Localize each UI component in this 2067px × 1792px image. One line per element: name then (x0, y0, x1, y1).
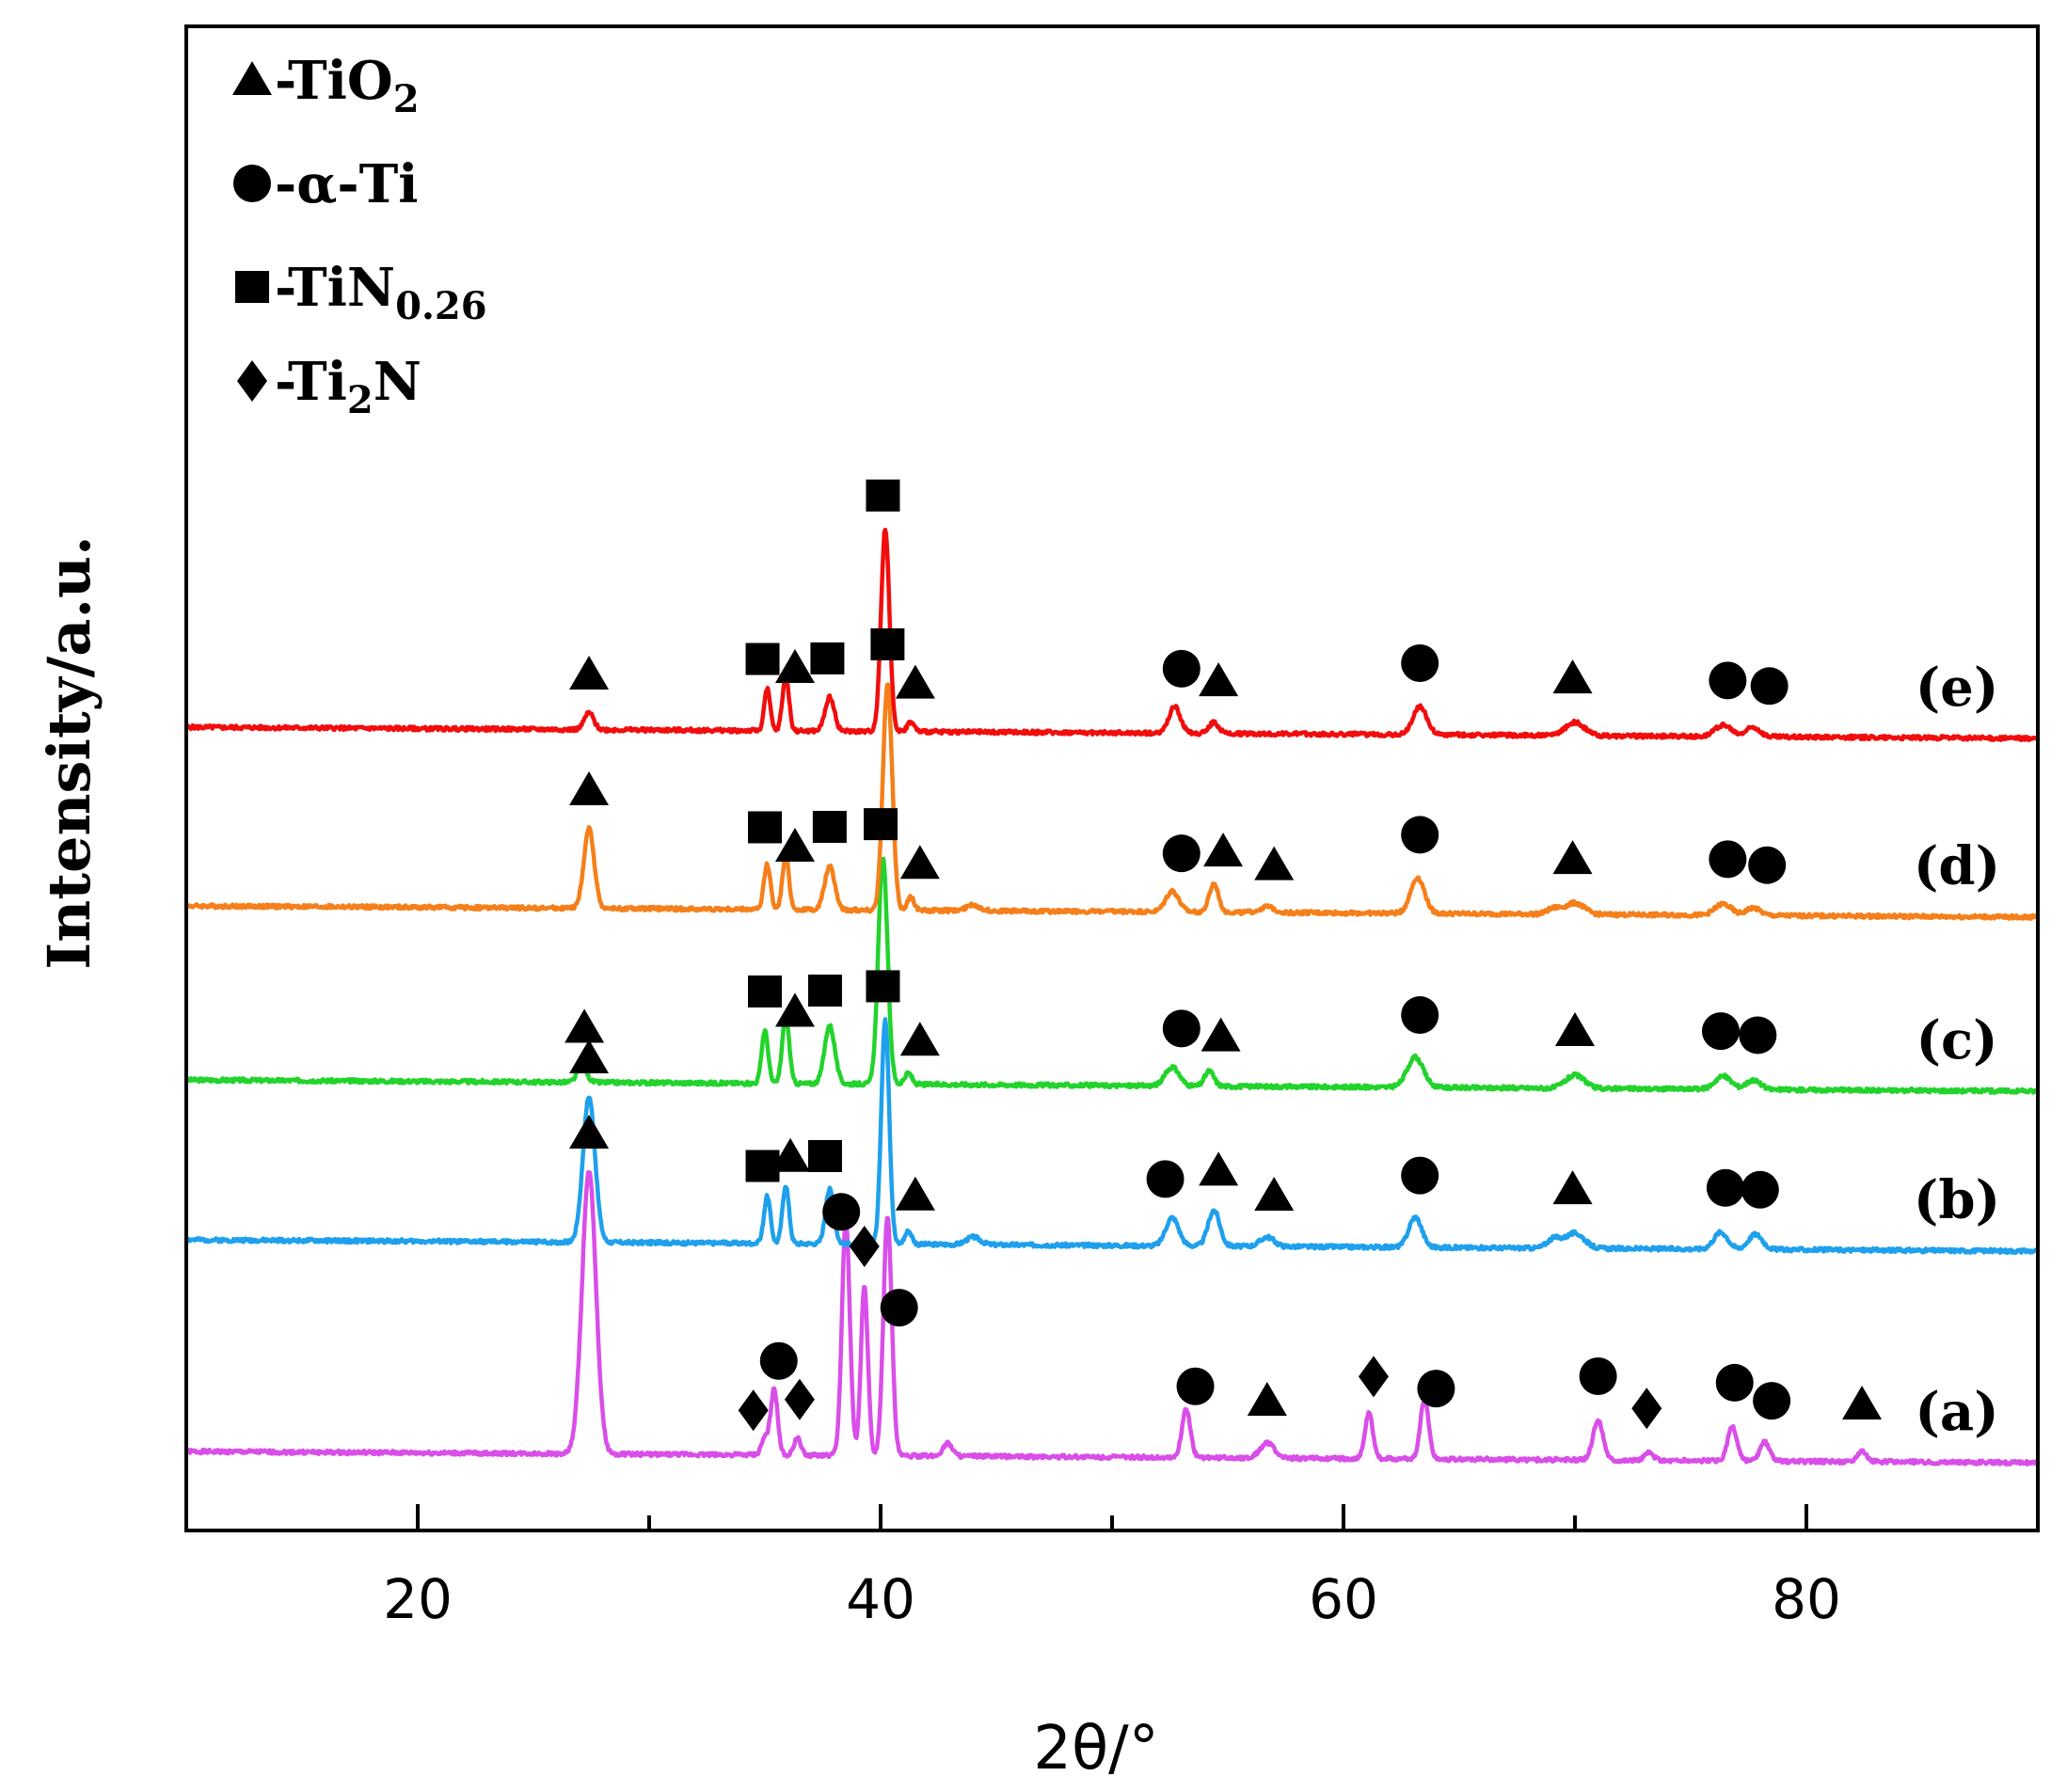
circle-peak-marker (1753, 1382, 1791, 1420)
square-peak-marker (807, 1139, 842, 1172)
triangle-peak-marker (895, 1176, 935, 1211)
circle-peak-marker (1162, 1009, 1200, 1048)
legend-entry: -TiO2 (275, 50, 420, 121)
circle-peak-marker (822, 1193, 861, 1231)
triangle-peak-marker (895, 664, 935, 699)
circle-peak-marker (1146, 1160, 1185, 1198)
square-peak-marker (745, 642, 780, 675)
triangle-peak-marker (1203, 833, 1244, 867)
triangle-peak-marker (1552, 1170, 1593, 1205)
triangle-peak-marker (569, 1039, 610, 1073)
series-layer (183, 527, 2040, 1467)
triangle-peak-marker (774, 649, 815, 684)
x-tick-label: 80 (1772, 1567, 1841, 1631)
square-peak-marker (812, 811, 847, 843)
circle-peak-marker (1709, 661, 1747, 700)
circle-peak-marker (1401, 644, 1439, 682)
series-line (184, 1017, 2040, 1256)
series-label: (e) (1916, 657, 1999, 719)
series-label: (a) (1915, 1381, 1998, 1443)
x-tick-label: 20 (383, 1567, 453, 1631)
circle-peak-marker (1401, 996, 1439, 1035)
diamond-peak-marker (1358, 1356, 1389, 1398)
series-labels: (a) (b) (c) (d) (e) (1914, 657, 2000, 1443)
circle-peak-marker (1701, 1012, 1740, 1051)
triangle-peak-marker (1199, 1151, 1239, 1186)
series-label: (c) (1916, 1009, 1997, 1071)
diamond-peak-marker (1631, 1388, 1662, 1430)
legend-entry: -Ti2N (275, 351, 421, 422)
square-peak-marker (807, 975, 842, 1007)
diamond-peak-marker (784, 1378, 815, 1420)
x-tick-label: 40 (846, 1567, 915, 1631)
legend-entry: -α-Ti (275, 153, 419, 215)
legend-entry: -TiN0.26 (275, 257, 487, 328)
triangle-peak-marker (771, 1137, 811, 1172)
triangle-peak-marker (1199, 662, 1239, 697)
series-line (184, 527, 2039, 743)
series-line (183, 682, 2040, 921)
circle-peak-marker (1748, 846, 1787, 884)
circle-peak-marker (759, 1341, 798, 1380)
square-peak-marker (748, 811, 782, 844)
triangle-peak-marker (1254, 1176, 1295, 1211)
series-label: (b) (1914, 1169, 2000, 1231)
triangle-peak-marker (569, 656, 610, 690)
circle-peak-marker (1162, 649, 1200, 688)
circle-peak-marker (1176, 1367, 1215, 1405)
series-line (184, 1170, 2040, 1467)
square-peak-marker (866, 479, 900, 512)
circle-peak-marker (1401, 1156, 1439, 1195)
diamond-peak-marker (738, 1389, 769, 1432)
circle-peak-marker (1401, 816, 1439, 854)
legend-diamond-icon (237, 360, 267, 402)
circle-peak-marker (1741, 1170, 1779, 1209)
triangle-peak-marker (899, 845, 940, 880)
plot-frame (184, 24, 2040, 1532)
circle-peak-marker (1162, 834, 1200, 873)
square-peak-marker (748, 975, 782, 1007)
y-axis-title: Intensity/a.u. (35, 535, 103, 969)
triangle-peak-marker (564, 1008, 605, 1043)
x-axis-ticks: 20 40 60 80 (184, 1504, 2040, 1631)
triangle-peak-marker (569, 771, 610, 805)
square-peak-marker (810, 642, 845, 674)
legend-triangle-icon (232, 61, 272, 95)
triangle-peak-marker (569, 1115, 610, 1149)
square-peak-marker (745, 1150, 780, 1182)
triangle-peak-marker (1200, 1017, 1241, 1052)
circle-peak-marker (1579, 1357, 1617, 1395)
triangle-peak-marker (1842, 1386, 1883, 1419)
circle-peak-marker (1417, 1370, 1455, 1408)
circle-peak-marker (1739, 1016, 1777, 1055)
circle-peak-marker (1750, 667, 1789, 706)
triangle-peak-marker (1552, 659, 1593, 694)
triangle-peak-marker (1254, 846, 1295, 880)
x-tick-label: 60 (1309, 1567, 1378, 1631)
square-peak-marker (866, 970, 900, 1003)
peak-marker-layer (564, 479, 1883, 1432)
series-line (183, 856, 2039, 1095)
circle-peak-marker (1709, 840, 1747, 879)
triangle-peak-marker (1247, 1382, 1287, 1416)
diamond-peak-marker (849, 1226, 880, 1267)
square-peak-marker (870, 628, 905, 660)
square-peak-marker (864, 808, 898, 841)
x-axis-title: 2θ/° (1033, 1714, 1158, 1784)
circle-peak-marker (1706, 1168, 1744, 1207)
legend: -TiO2 -α-Ti -TiN0.26 -Ti2N (232, 50, 487, 422)
triangle-peak-marker (774, 828, 815, 863)
circle-peak-marker (1715, 1363, 1754, 1402)
circle-peak-marker (880, 1289, 918, 1327)
triangle-peak-marker (774, 992, 815, 1027)
triangle-peak-marker (899, 1022, 940, 1056)
legend-square-icon (235, 271, 269, 303)
legend-circle-icon (233, 165, 271, 202)
series-label: (d) (1914, 835, 2000, 897)
triangle-peak-marker (1552, 840, 1593, 875)
triangle-peak-marker (1555, 1012, 1595, 1046)
